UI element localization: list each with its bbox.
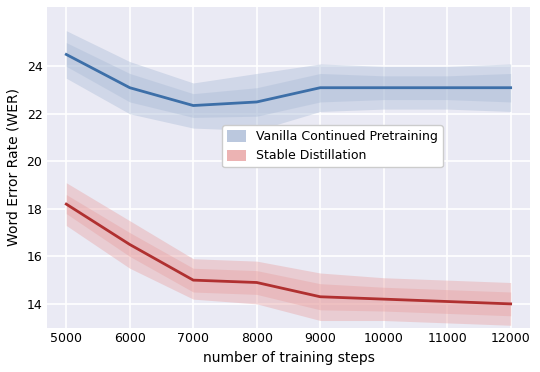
X-axis label: number of training steps: number of training steps: [202, 351, 374, 365]
Vanilla Continued Pretraining: [381, 86, 387, 90]
Stable Distillation: [63, 202, 70, 206]
Vanilla Continued Pretraining: [126, 86, 133, 90]
Line: Vanilla Continued Pretraining: Vanilla Continued Pretraining: [66, 54, 511, 106]
Vanilla Continued Pretraining: [190, 103, 197, 108]
Vanilla Continued Pretraining: [444, 86, 450, 90]
Line: Stable Distillation: Stable Distillation: [66, 204, 511, 304]
Stable Distillation: [253, 280, 260, 285]
Vanilla Continued Pretraining: [508, 86, 514, 90]
Y-axis label: Word Error Rate (WER): Word Error Rate (WER): [7, 88, 21, 246]
Stable Distillation: [381, 297, 387, 301]
Stable Distillation: [508, 302, 514, 306]
Stable Distillation: [190, 278, 197, 282]
Legend: Vanilla Continued Pretraining, Stable Distillation: Vanilla Continued Pretraining, Stable Di…: [222, 125, 443, 167]
Stable Distillation: [444, 299, 450, 304]
Stable Distillation: [317, 295, 323, 299]
Vanilla Continued Pretraining: [253, 100, 260, 104]
Stable Distillation: [126, 242, 133, 247]
Vanilla Continued Pretraining: [63, 52, 70, 57]
Vanilla Continued Pretraining: [317, 86, 323, 90]
